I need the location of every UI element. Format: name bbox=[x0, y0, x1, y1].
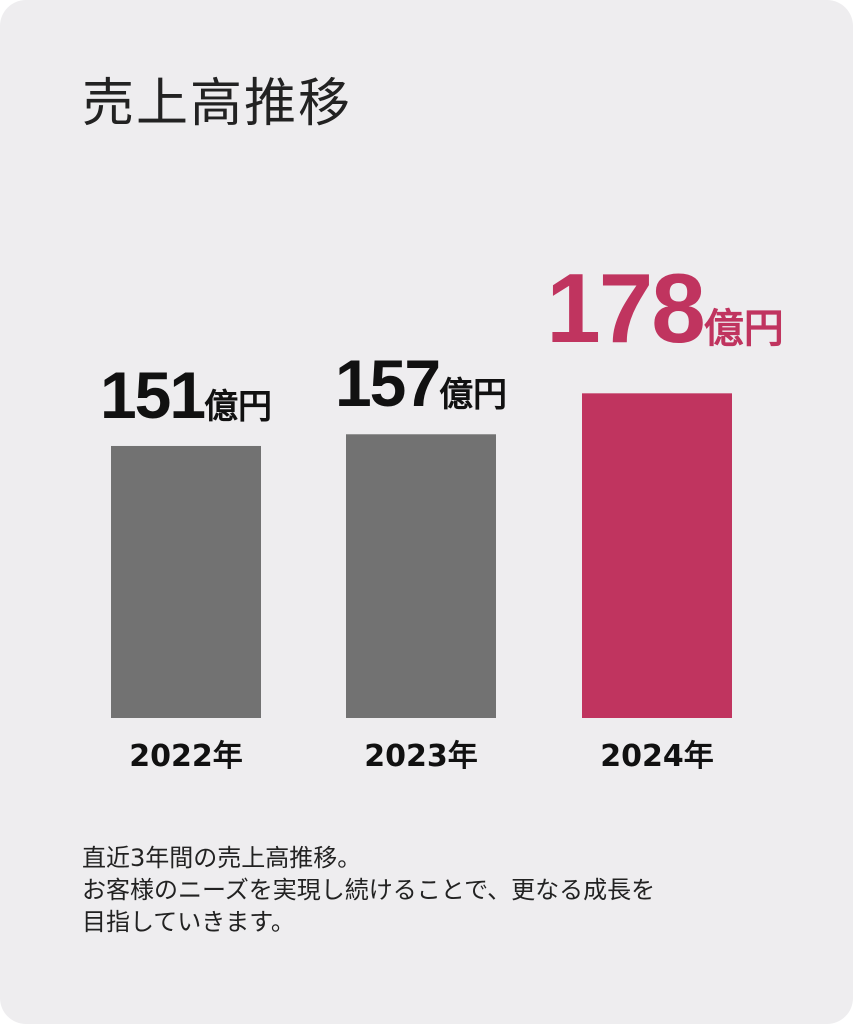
bar-2022年 bbox=[111, 445, 261, 718]
value-number: 157 bbox=[334, 346, 441, 421]
bar-2023年 bbox=[346, 434, 496, 718]
bar-chart bbox=[111, 393, 732, 718]
value-number: 178 bbox=[546, 253, 706, 364]
category-label-1: 2023年 bbox=[364, 739, 478, 774]
description-line: 目指していきます。 bbox=[82, 908, 295, 936]
description-line: お客様のニーズを実現し続けることで、更なる成長を bbox=[82, 876, 656, 904]
category-label-0: 2022年 bbox=[129, 739, 243, 774]
category-label-2: 2024年 bbox=[600, 739, 714, 774]
value-unit: 億円 bbox=[439, 375, 508, 416]
value-label-1: 157億円 bbox=[335, 350, 507, 416]
bar-2024年 bbox=[582, 393, 732, 718]
value-label-2: 178億円 bbox=[546, 259, 784, 357]
description-line: 直近3年間の売上高推移。 bbox=[82, 844, 362, 872]
value-unit: 億円 bbox=[703, 306, 784, 353]
value-label-0: 151億円 bbox=[100, 362, 272, 428]
description: 直近3年間の売上高推移。 お客様のニーズを実現し続けることで、更なる成長を 目指… bbox=[82, 842, 802, 938]
value-number: 151 bbox=[99, 357, 206, 432]
value-unit: 億円 bbox=[204, 386, 273, 427]
chart-title: 売上高推移 bbox=[82, 74, 353, 134]
